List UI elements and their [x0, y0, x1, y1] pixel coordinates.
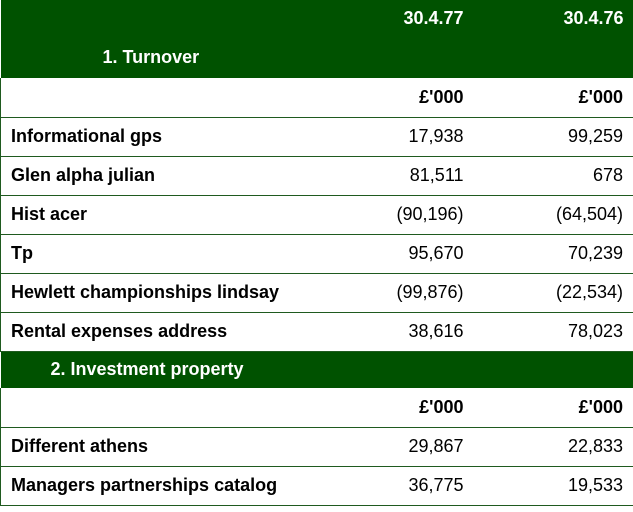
- row-value-1977: 38,616: [313, 312, 474, 352]
- units-row: £'000 £'000: [0, 78, 633, 118]
- table-row: Glen alpha julian 81,511 678: [0, 156, 633, 196]
- column-header-1977: 30.4.77: [313, 0, 474, 37]
- row-value-1976: 19,533: [473, 466, 633, 506]
- table-row: Different athens 29,867 22,833: [0, 427, 633, 467]
- unit-label: £'000: [473, 388, 633, 428]
- section-title: 2. Investment property: [0, 351, 314, 388]
- row-value-1977: 29,867: [313, 427, 474, 467]
- row-value-1977: (99,876): [313, 273, 474, 313]
- table-row: Rental expenses address 38,616 78,023: [0, 312, 633, 352]
- table-row: Hist acer (90,196) (64,504): [0, 195, 633, 235]
- row-value-1976: 22,833: [473, 427, 633, 467]
- row-value-1976: 678: [473, 156, 633, 196]
- row-value-1977: (90,196): [313, 195, 474, 235]
- row-value-1977: 36,775: [313, 466, 474, 506]
- column-header-1976: 30.4.76: [473, 0, 633, 37]
- column-header-row: 30.4.77 30.4.76: [0, 0, 633, 37]
- table-row: Managers partnerships catalog 36,775 19,…: [0, 466, 633, 506]
- section-title: 1. Turnover: [0, 37, 314, 78]
- unit-label: £'000: [313, 388, 474, 428]
- table-row: Tp 95,670 70,239: [0, 234, 633, 274]
- row-label: Tp: [0, 234, 314, 274]
- row-value-1976: 70,239: [473, 234, 633, 274]
- row-value-1976: 99,259: [473, 117, 633, 157]
- row-value-1976: 78,023: [473, 312, 633, 352]
- row-label: Rental expenses address: [0, 312, 314, 352]
- row-label: Glen alpha julian: [0, 156, 314, 196]
- row-label: Different athens: [0, 427, 314, 467]
- row-value-1976: (22,534): [473, 273, 633, 313]
- row-label: Hewlett championships lindsay: [0, 273, 314, 313]
- row-value-1976: (64,504): [473, 195, 633, 235]
- row-value-1977: 17,938: [313, 117, 474, 157]
- row-label: Managers partnerships catalog: [0, 466, 314, 506]
- section-header-turnover: 1. Turnover: [0, 37, 633, 78]
- table-row: Informational gps 17,938 99,259: [0, 117, 633, 157]
- unit-label: £'000: [473, 78, 633, 118]
- table-row: Hewlett championships lindsay (99,876) (…: [0, 273, 633, 313]
- section-header-investment-property: 2. Investment property: [0, 351, 633, 388]
- row-label: Hist acer: [0, 195, 314, 235]
- row-value-1977: 81,511: [313, 156, 474, 196]
- row-value-1977: 95,670: [313, 234, 474, 274]
- row-label: Informational gps: [0, 117, 314, 157]
- header-blank-cell: [0, 0, 314, 37]
- unit-label: £'000: [313, 78, 474, 118]
- units-row: £'000 £'000: [0, 388, 633, 428]
